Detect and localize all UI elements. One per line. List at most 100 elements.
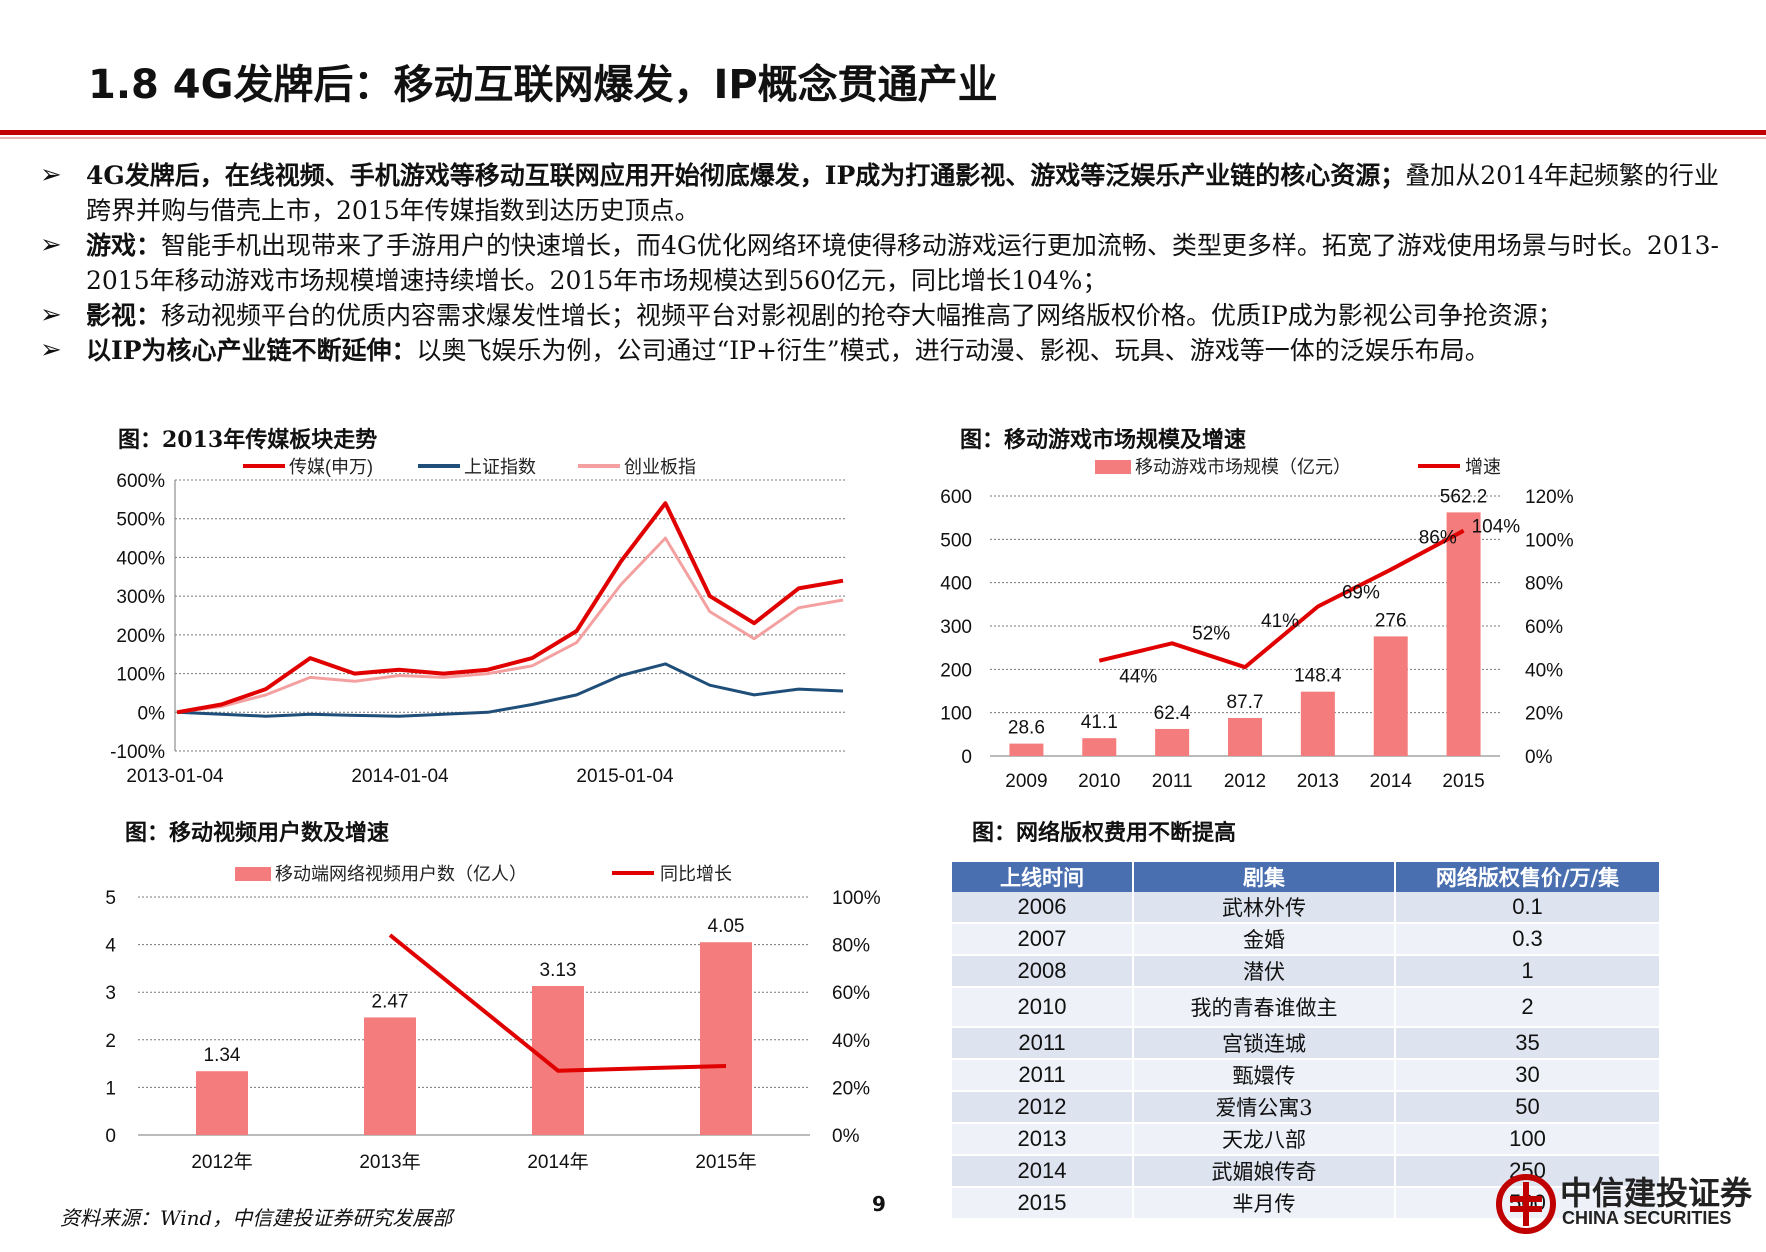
- logo-english-name: CHINA SECURITIES: [1562, 1208, 1732, 1228]
- year-cell: 2007: [952, 923, 1134, 956]
- y-tick-label: 200%: [116, 626, 165, 647]
- year-cell: 2014: [952, 1155, 1134, 1188]
- bar: [1009, 743, 1044, 756]
- price-cell: 2: [1395, 987, 1661, 1028]
- bar: [1155, 728, 1190, 756]
- source-note: 资料来源：Wind，中信建投证券研究发展部: [60, 1206, 453, 1230]
- year-cell: 2010: [952, 987, 1134, 1028]
- y-tick-label: -100%: [110, 742, 165, 763]
- y-tick-label: 4: [105, 936, 116, 957]
- y-tick-label: 0%: [138, 703, 166, 724]
- column-header: 上线时间: [952, 862, 1134, 892]
- y-tick-label: 600%: [116, 471, 165, 492]
- y2-tick-label: 60%: [1525, 617, 1563, 638]
- y2-tick-label: 120%: [1525, 487, 1574, 508]
- price-cell: 1: [1395, 955, 1661, 988]
- bar-value-label: 1.34: [204, 1045, 241, 1066]
- y-tick-label: 500%: [116, 510, 165, 531]
- bullet-text: 移动视频平台的优质内容需求爆发性增长；视频平台对影视剧的抢夺大幅推高了网络版权价…: [161, 301, 1563, 330]
- drama-cell: 天龙八部: [1133, 1123, 1396, 1156]
- bullet-lead: 以IP为核心产业链不断延伸：: [86, 336, 417, 365]
- x-tick-label: 2013年: [359, 1151, 420, 1173]
- y2-tick-label: 60%: [832, 983, 870, 1004]
- legend-label: 传媒(申万): [289, 457, 373, 477]
- bar-value-label: 28.6: [1008, 718, 1045, 739]
- arrow-bullet-icon: ➢: [40, 160, 62, 190]
- bar: [1300, 691, 1335, 756]
- series-line: [176, 501, 844, 715]
- legend-label: 增速: [1465, 457, 1501, 477]
- drama-cell: 芈月传: [1133, 1187, 1396, 1220]
- bar-value-label: 148.4: [1294, 666, 1342, 687]
- x-tick-label: 2014: [1370, 771, 1413, 792]
- series-line: [176, 662, 844, 718]
- y2-tick-label: 40%: [1525, 660, 1563, 681]
- table-row: 2006 武林外传 0.1: [952, 892, 1661, 924]
- bullet-lead: 游戏：: [86, 231, 162, 260]
- column-header: 剧集: [1133, 862, 1396, 892]
- x-tick-label: 2013-01-04: [126, 766, 224, 787]
- x-tick-label: 2014年: [527, 1151, 588, 1173]
- y2-tick-label: 80%: [1525, 574, 1563, 595]
- x-tick-label: 2015-01-04: [576, 766, 674, 787]
- y2-tick-label: 20%: [1525, 704, 1563, 725]
- bullet-item: ➢ 游戏：智能手机出现带来了手游用户的快速增长，而4G优化网络环境使得移动游戏运…: [40, 228, 1730, 298]
- y-tick-label: 2: [105, 1031, 116, 1052]
- arrow-bullet-icon: ➢: [40, 230, 62, 260]
- drama-cell: 武林外传: [1133, 892, 1396, 924]
- bar-value-label: 41.1: [1081, 712, 1118, 733]
- media-chart-caption: 图：2013年传媒板块走势: [118, 427, 378, 453]
- media-trend-chart: 传媒(申万) 上证指数 创业板指 600% 500% 400% 300% 200% 100% 0%…: [110, 457, 845, 787]
- drama-cell: 甄嬛传: [1133, 1059, 1396, 1092]
- video-users-chart: 移动端网络视频用户数（亿人） 同比增长 5 4 3 2 1 0 100% 80% 60% 40% 20%…: [105, 864, 881, 1173]
- x-tick-label: 2015: [1442, 771, 1484, 792]
- year-cell: 2013: [952, 1123, 1134, 1156]
- bar: [1082, 738, 1117, 756]
- game-chart-caption: 图：移动游戏市场规模及增速: [960, 427, 1247, 453]
- table-row: 2007 金婚 0.3: [952, 923, 1661, 956]
- bar-value-label: 276: [1375, 610, 1407, 631]
- growth-line: [1098, 528, 1465, 670]
- company-logo: 中信建投证券 CHINA SECURITIES: [1496, 1168, 1752, 1238]
- y-tick-label: 400%: [116, 548, 165, 569]
- table-row: 2011 宫锁连城 35: [952, 1027, 1661, 1060]
- video-chart-caption: 图：移动视频用户数及增速: [125, 820, 390, 846]
- y2-tick-label: 100%: [832, 888, 881, 909]
- growth-value-label: 69%: [1342, 583, 1380, 604]
- y-tick-label: 300: [940, 617, 972, 638]
- table-row: 2011 甄嬛传 30: [952, 1059, 1661, 1092]
- x-tick-label: 2013: [1297, 771, 1339, 792]
- bar-value-label: 62.4: [1154, 703, 1191, 724]
- page-title: 1.8 4G发牌后：移动互联网爆发，IP概念贯通产业: [88, 62, 998, 108]
- logo-chinese-name: 中信建投证券: [1560, 1174, 1753, 1212]
- bullet-lead: 影视：: [86, 301, 162, 330]
- price-cell: 0.3: [1395, 923, 1661, 956]
- bullet-item: ➢ 以IP为核心产业链不断延伸：以奥飞娱乐为例，公司通过“IP+衍生”模式，进行…: [40, 333, 1730, 368]
- y-tick-label: 100%: [116, 665, 165, 686]
- table-header-row: 上线时间 剧集 网络版权售价/万/集: [952, 862, 1661, 892]
- table-row: 2013 天龙八部 100: [952, 1123, 1661, 1156]
- y-tick-label: 1: [105, 1078, 116, 1099]
- legend-label: 创业板指: [624, 457, 696, 477]
- year-cell: 2012: [952, 1091, 1134, 1124]
- y-tick-label: 5: [105, 888, 116, 909]
- year-cell: 2006: [952, 892, 1134, 924]
- bar-value-label: 2.47: [372, 991, 409, 1012]
- legend-swatch: [235, 867, 271, 881]
- bar: [1228, 717, 1262, 756]
- bullet-lead: 4G发牌后，在线视频、手机游戏等移动互联网应用开始彻底爆发，IP成为打通影视、游…: [86, 161, 1406, 190]
- growth-value-label: 44%: [1119, 667, 1157, 688]
- table-row: 2012 爱情公寓3 50: [952, 1091, 1661, 1124]
- y2-tick-label: 100%: [1525, 530, 1574, 551]
- bullet-item: ➢ 影视：移动视频平台的优质内容需求爆发性增长；视频平台对影视剧的抢夺大幅推高了…: [40, 298, 1730, 333]
- x-tick-label: 2010: [1078, 771, 1120, 792]
- page-number: 9: [872, 1192, 886, 1216]
- price-cell: 100: [1395, 1123, 1661, 1156]
- table-row: 2014 武媚娘传奇 250: [952, 1155, 1661, 1188]
- price-cell: 30: [1395, 1059, 1661, 1092]
- y-tick-label: 100: [940, 704, 972, 725]
- table-row: 2008 潜伏 1: [952, 955, 1661, 988]
- y-tick-label: 0: [961, 747, 972, 768]
- y-tick-label: 500: [940, 530, 972, 551]
- price-cell: 0.1: [1395, 892, 1661, 924]
